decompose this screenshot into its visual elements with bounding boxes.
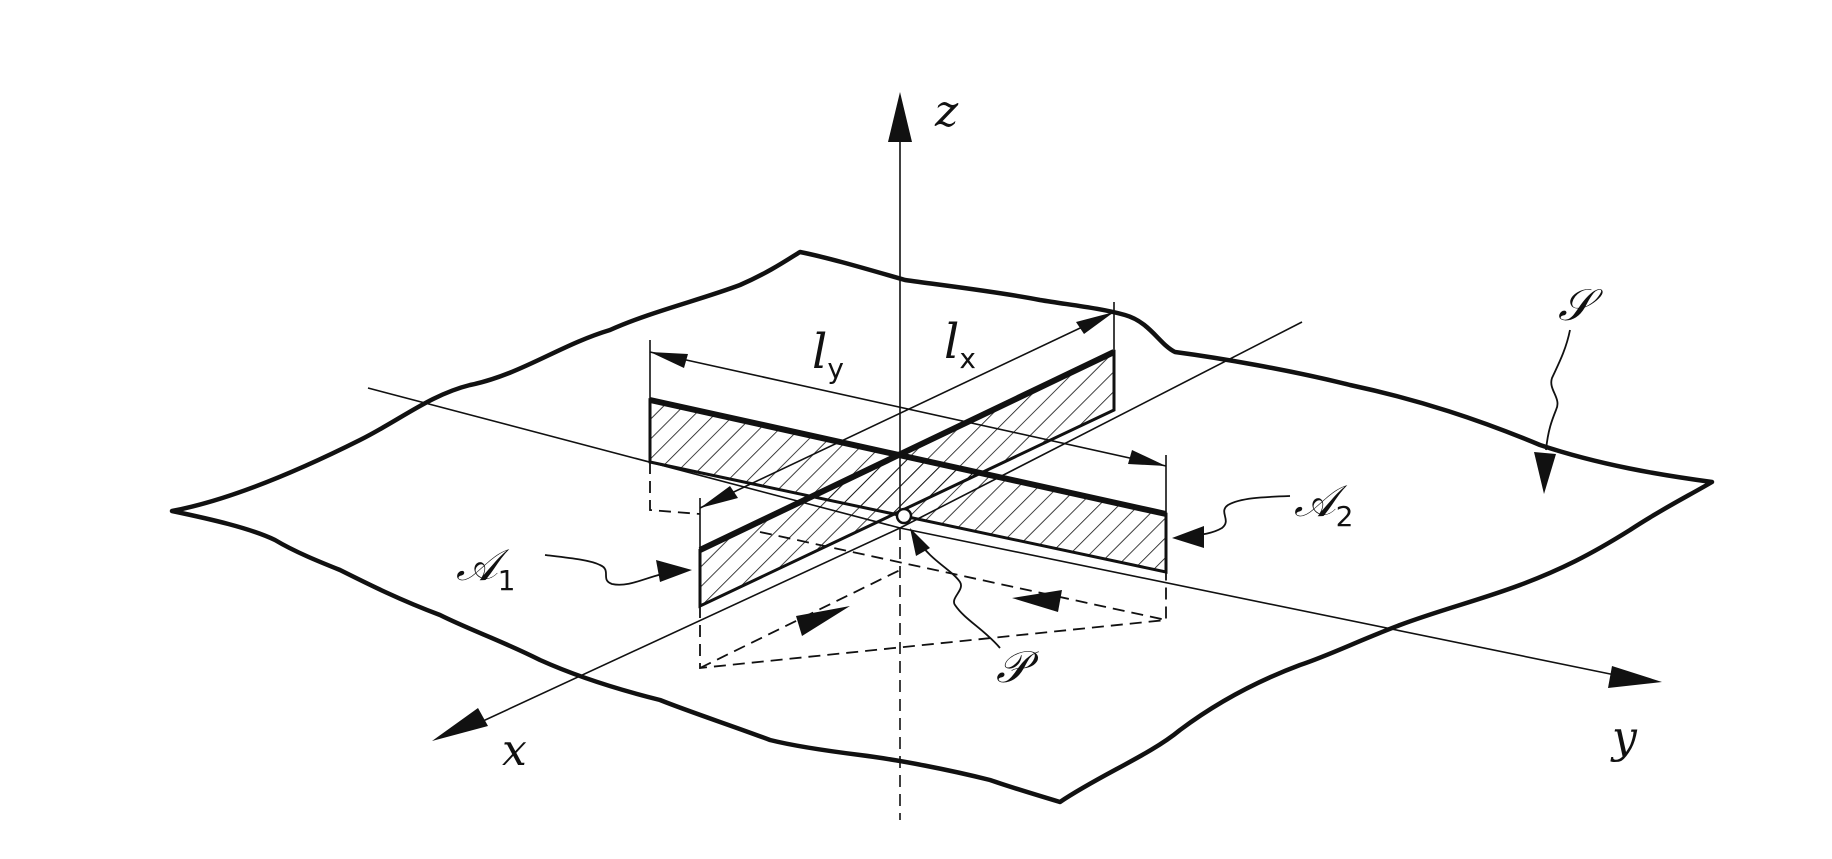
surface-leader-arrow <box>1534 452 1556 494</box>
length-ly-label: ly <box>812 324 844 385</box>
plate-a1-top-edge <box>698 349 1116 553</box>
area2-leader-arrow <box>1172 526 1204 548</box>
area1-leader <box>544 554 673 586</box>
plate-a2-dashed-footprint <box>649 462 701 515</box>
dim-ly-arrow-left <box>650 352 688 368</box>
axis-x-label: x <box>502 725 527 776</box>
x-axis-line <box>469 527 901 728</box>
point-p-leader-arrow <box>910 528 930 556</box>
plate-a1-dashed-footprint <box>699 572 1167 669</box>
point-p-marker <box>895 507 913 525</box>
area2-label: 𝒜2 <box>1294 476 1353 533</box>
surface-leader <box>1545 329 1571 451</box>
z-axis-arrowhead <box>888 92 912 142</box>
dim-ly-arrow-right <box>1128 450 1166 466</box>
y-axis-arrowhead <box>1608 666 1662 688</box>
dim-lx-arrow-right <box>1076 312 1114 334</box>
area1-label: 𝒜1 <box>456 540 515 597</box>
point-p-label: 𝒫 <box>996 642 1039 693</box>
dim-lx-arrow-left <box>700 486 738 508</box>
y-axis-line <box>899 527 1621 677</box>
footprint-arrow-a1 <box>796 606 850 636</box>
point-p-leader <box>917 539 1001 649</box>
length-lx-label: lx <box>944 314 976 375</box>
dim-lx-line <box>699 311 1115 509</box>
dashed-centerline-a2 <box>759 531 1167 621</box>
axis-z-label: z <box>934 86 959 137</box>
ground-surface-outline <box>169 249 1715 805</box>
surface-label: 𝒮 <box>1558 280 1603 331</box>
footprint-arrow-a2 <box>1012 590 1062 612</box>
area1-leader-arrow <box>656 560 692 582</box>
axis-y-label: y <box>1610 712 1638 763</box>
x-axis-arrowhead <box>432 708 488 741</box>
